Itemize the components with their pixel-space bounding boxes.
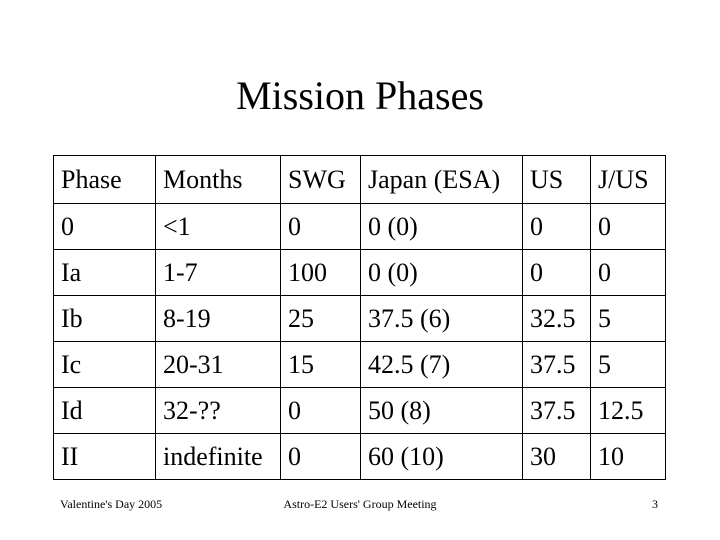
slide-title: Mission Phases <box>236 73 484 118</box>
table-cell: 0 <box>590 249 666 296</box>
table-cell: 37.5 <box>522 387 591 434</box>
table-cell: 10 <box>590 433 666 480</box>
table-cell: 100 <box>280 249 361 296</box>
table-row: II indefinite 0 60 (10) 30 10 <box>53 433 666 480</box>
table-cell: 0 <box>590 203 666 250</box>
table-cell: 25 <box>280 295 361 342</box>
table-cell: indefinite <box>155 433 281 480</box>
table-header-row: Phase Months SWG Japan (ESA) US J/US <box>53 155 666 204</box>
page-number: 3 <box>652 497 658 511</box>
header-cell-j-us: J/US <box>590 155 666 204</box>
table-cell: <1 <box>155 203 281 250</box>
table-cell: 42.5 (7) <box>360 341 523 388</box>
table-cell: 0 (0) <box>360 249 523 296</box>
table-row: Ia 1-7 100 0 (0) 0 0 <box>53 249 666 296</box>
table-cell: 32-?? <box>155 387 281 434</box>
header-cell-months: Months <box>155 155 281 204</box>
table-cell: 5 <box>590 295 666 342</box>
table-row: Ib 8-19 25 37.5 (6) 32.5 5 <box>53 295 666 342</box>
table-cell: 37.5 (6) <box>360 295 523 342</box>
table-cell: 32.5 <box>522 295 591 342</box>
footer-date: Valentine's Day 2005 <box>60 497 163 511</box>
table-row: Ic 20-31 15 42.5 (7) 37.5 5 <box>53 341 666 388</box>
table-cell: Ic <box>53 341 156 388</box>
table-cell: 15 <box>280 341 361 388</box>
table-cell: 5 <box>590 341 666 388</box>
header-cell-us: US <box>522 155 591 204</box>
header-cell-swg: SWG <box>280 155 361 204</box>
table-cell: Ia <box>53 249 156 296</box>
table-row: 0 <1 0 0 (0) 0 0 <box>53 203 666 250</box>
mission-phases-table: Phase Months SWG Japan (ESA) US J/US 0 <… <box>53 155 666 480</box>
table-cell: 0 <box>522 249 591 296</box>
table-cell: 1-7 <box>155 249 281 296</box>
table-cell: 60 (10) <box>360 433 523 480</box>
table-cell: 12.5 <box>590 387 666 434</box>
table-cell: 0 <box>280 433 361 480</box>
table-cell: 50 (8) <box>360 387 523 434</box>
table-cell: II <box>53 433 156 480</box>
table-cell: 0 <box>280 387 361 434</box>
table-cell: 20-31 <box>155 341 281 388</box>
table-cell: 8-19 <box>155 295 281 342</box>
table-cell: Id <box>53 387 156 434</box>
table-cell: 0 <box>280 203 361 250</box>
header-cell-phase: Phase <box>53 155 156 204</box>
table-row: Id 32-?? 0 50 (8) 37.5 12.5 <box>53 387 666 434</box>
footer-event-name: Astro-E2 Users' Group Meeting <box>283 497 437 511</box>
table-cell: 0 (0) <box>360 203 523 250</box>
table-cell: 0 <box>522 203 591 250</box>
table-cell: Ib <box>53 295 156 342</box>
table-cell: 37.5 <box>522 341 591 388</box>
table-cell: 0 <box>53 203 156 250</box>
table-cell: 30 <box>522 433 591 480</box>
header-cell-japan-esa: Japan (ESA) <box>360 155 523 204</box>
